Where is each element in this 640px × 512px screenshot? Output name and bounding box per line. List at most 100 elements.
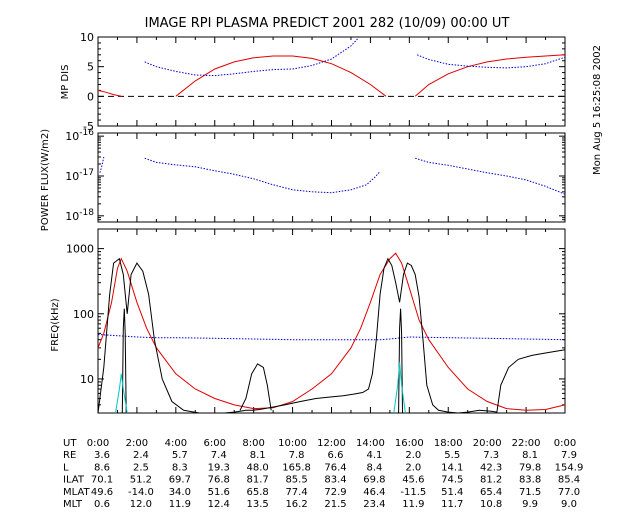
table-cell: 8.1 xyxy=(522,450,538,461)
table-cell: 85.5 xyxy=(285,475,307,486)
table-cell: 7.9 xyxy=(561,450,577,461)
freq-ytick-label: 10 xyxy=(80,373,94,386)
freq-series-black-4 xyxy=(121,308,127,414)
mp-dis-series-blue-3 xyxy=(144,37,360,77)
table-cell: 16.2 xyxy=(285,499,307,510)
table-cell: 13.5 xyxy=(247,499,269,510)
table-column-header: 14:00 xyxy=(356,438,385,449)
freq-series-black-5 xyxy=(398,308,403,414)
table-cell: 77.0 xyxy=(558,487,580,498)
table-column-header: 4:00 xyxy=(165,438,187,449)
table-cell: 5.7 xyxy=(172,450,188,461)
table-column-header: 0:00 xyxy=(554,438,576,449)
table-cell: 4.1 xyxy=(366,450,382,461)
table-cell: -14.0 xyxy=(128,487,154,498)
table-cell: 69.8 xyxy=(363,475,385,486)
table-cell: 11.9 xyxy=(169,499,191,510)
power-flux-ytick-label: 10-18 xyxy=(65,208,94,223)
table-cell: 8.1 xyxy=(250,450,266,461)
table-cell: 9.0 xyxy=(561,499,577,510)
mp-dis-frame xyxy=(97,36,566,127)
table-cell: 14.1 xyxy=(441,462,463,473)
table-cell: 85.4 xyxy=(558,475,580,486)
table-cell: 2.0 xyxy=(405,462,421,473)
power-flux-panel: 10-16 10-17 10-18 POWER FLUX(W/m2) xyxy=(40,128,566,231)
table-cell: 45.6 xyxy=(402,475,424,486)
power-flux-ytick-label: 10-16 xyxy=(65,128,94,143)
freq-panel: 10 100 1000 FREQ(kHz) xyxy=(50,228,566,414)
table-column-header: 18:00 xyxy=(434,438,463,449)
table-cell: 79.8 xyxy=(519,462,541,473)
freq-ytick-label: 1000 xyxy=(66,243,94,256)
power-flux-series xyxy=(99,156,566,195)
table-cell: 11.9 xyxy=(402,499,424,510)
table-cell: 34.0 xyxy=(169,487,191,498)
freq-series-cyan-6 xyxy=(115,373,128,414)
table-cell: 42.3 xyxy=(480,462,502,473)
table-column-header: 6:00 xyxy=(204,438,226,449)
table-column-header: 20:00 xyxy=(473,438,502,449)
power-flux-series-blue-2 xyxy=(415,157,566,195)
freq-series-red-1 xyxy=(97,252,566,411)
freq-ytick-label: 100 xyxy=(73,308,94,321)
power-flux-frame xyxy=(97,132,566,223)
table-cell: 5.5 xyxy=(444,450,460,461)
mp-dis-panel: -5 0 5 10 MP DIS xyxy=(60,31,566,133)
mp-dis-series-red-0 xyxy=(97,89,122,97)
table-cell: 165.8 xyxy=(282,462,311,473)
table-cell: 7.3 xyxy=(483,450,499,461)
table-column-header: 16:00 xyxy=(395,438,424,449)
table-cell: 3.6 xyxy=(94,450,110,461)
freq-frame xyxy=(97,228,566,414)
mp-dis-ytick-label: 0 xyxy=(87,90,94,103)
freq-series-black-2 xyxy=(97,257,566,414)
freq-axis-ticks: 10 100 1000 xyxy=(66,228,566,414)
table-cell: 72.9 xyxy=(324,487,346,498)
mp-dis-ytick-label: 5 xyxy=(87,61,94,74)
table-row-label: MLAT xyxy=(63,487,90,498)
table-cell: 23.4 xyxy=(363,499,385,510)
table-cell: 11.7 xyxy=(441,499,463,510)
table-column-header: 10:00 xyxy=(278,438,307,449)
mp-dis-ytick-label: 10 xyxy=(80,31,94,44)
mp-dis-ytick-label: -5 xyxy=(83,120,94,133)
table-cell: 21.5 xyxy=(324,499,346,510)
table-cell: 65.8 xyxy=(247,487,269,498)
freq-series-blue-0 xyxy=(97,334,566,341)
table-column-header: 22:00 xyxy=(512,438,541,449)
mp-dis-axis-ticks: -5 0 5 10 xyxy=(80,31,566,133)
mp-dis-series-red-2 xyxy=(414,54,566,97)
freq-series xyxy=(97,252,566,414)
table-cell: 70.1 xyxy=(91,475,113,486)
table-cell: 76.4 xyxy=(324,462,346,473)
table-cell: 19.3 xyxy=(208,462,230,473)
mp-dis-series-blue-4 xyxy=(416,54,566,69)
orbit-table: UT 0:00 2:00 4:00 6:00 8:00 10:00 12:00 14:00 16:… xyxy=(63,438,583,510)
table-cell: 2.0 xyxy=(405,450,421,461)
table-cell: 74.5 xyxy=(441,475,463,486)
table-header-label: UT xyxy=(63,438,77,449)
mp-dis-series xyxy=(97,37,566,97)
table-cell: 12.4 xyxy=(208,499,230,510)
table-cell: 76.8 xyxy=(208,475,230,486)
table-cell: 6.6 xyxy=(328,450,344,461)
mp-dis-ylabel: MP DIS xyxy=(60,65,71,100)
table-cell: 2.5 xyxy=(133,462,149,473)
table-cell: 49.6 xyxy=(91,487,113,498)
table-cell: 2.4 xyxy=(133,450,149,461)
table-cell: 81.2 xyxy=(480,475,502,486)
table-cell: 12.0 xyxy=(130,499,152,510)
table-row-label: ILAT xyxy=(63,475,85,486)
table-row-label: L xyxy=(63,462,69,473)
table-cell: 8.6 xyxy=(94,462,110,473)
mp-dis-series-red-1 xyxy=(175,55,387,97)
table-cell: 51.2 xyxy=(130,475,152,486)
table-cell: 48.0 xyxy=(247,462,269,473)
table-cell: 51.6 xyxy=(208,487,230,498)
table-cell: 154.9 xyxy=(555,462,584,473)
table-column-header: 8:00 xyxy=(242,438,264,449)
table-cell: 81.7 xyxy=(247,475,269,486)
table-cell: 9.9 xyxy=(522,499,538,510)
table-column-header: 2:00 xyxy=(126,438,148,449)
